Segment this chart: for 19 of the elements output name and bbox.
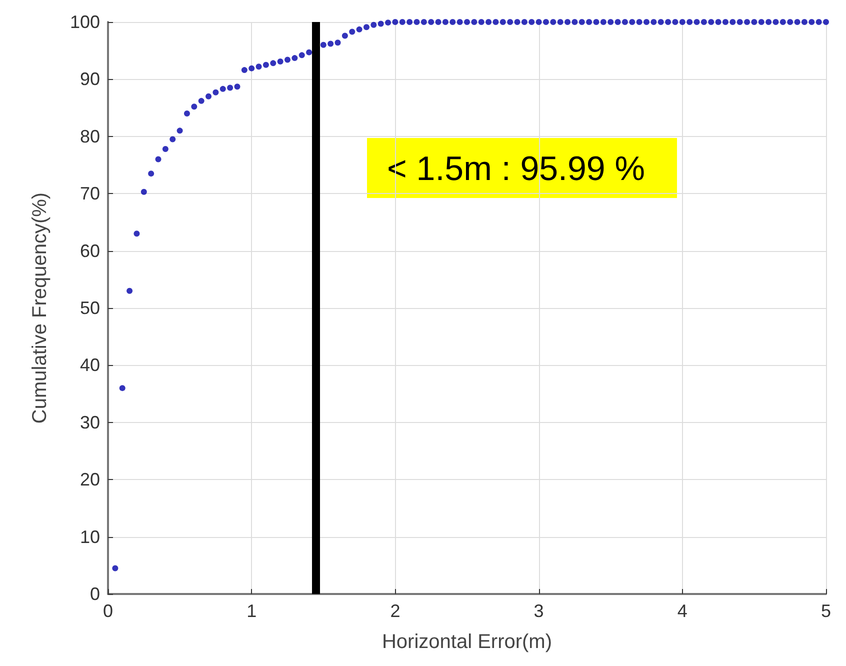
y-tick-label: 80	[80, 126, 100, 146]
x-tick-label: 2	[390, 601, 400, 621]
x-axis-title: Horizontal Error(m)	[382, 631, 552, 653]
y-tick-label: 0	[90, 584, 100, 604]
y-tick-label: 10	[80, 526, 100, 547]
x-tick-label: 5	[820, 601, 832, 621]
y-axis-title: Cumulative Frequency(%)	[29, 192, 51, 424]
y-tick-label: 50	[80, 298, 100, 318]
y-tick-label: 20	[80, 470, 100, 490]
y-tick-label: 30	[80, 412, 100, 432]
y-tick-label: 40	[80, 355, 100, 376]
y-tick-label: 100	[70, 12, 100, 32]
x-tick-label: 1	[246, 601, 257, 621]
y-tick-label: 90	[80, 69, 100, 90]
y-tick-label: 70	[80, 184, 100, 204]
y-tick-label: 60	[80, 240, 100, 261]
x-tick-label: 3	[534, 601, 544, 621]
x-tick-label: 0	[102, 601, 114, 621]
x-tick-label: 4	[677, 601, 688, 621]
